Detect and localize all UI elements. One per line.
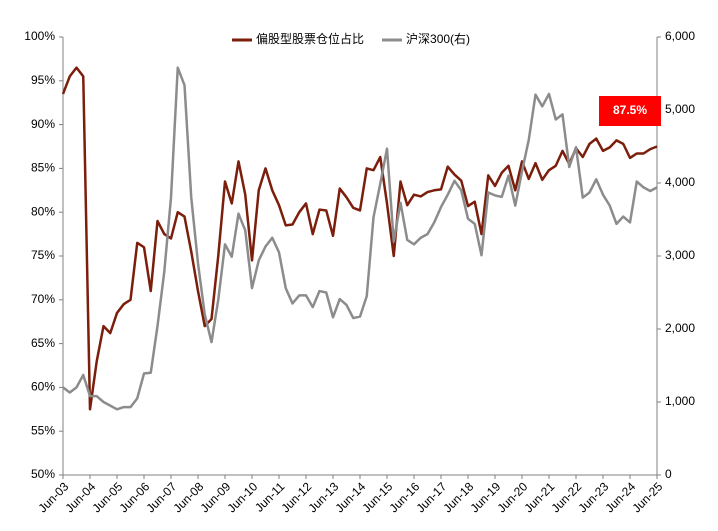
y-tick-label: 55% [31, 423, 55, 437]
series-line [62, 66, 658, 411]
x-tick-label: Jun-25 [630, 479, 666, 515]
value-label: 87.5% [613, 103, 647, 117]
y2-tick-label: 1,000 [665, 394, 695, 408]
y2-tick-label: 0 [665, 467, 672, 481]
y2-tick-label: 6,000 [665, 29, 695, 43]
y-tick-label: 70% [31, 292, 55, 306]
series-line [61, 66, 658, 411]
x-tick-label: Jun-10 [225, 479, 261, 515]
y-tick-label: 50% [31, 467, 55, 481]
legend-label: 偏股型股票仓位占比 [256, 31, 364, 46]
y-tick-label: 80% [31, 204, 55, 218]
value-label-box [599, 96, 661, 126]
y-tick-label: 65% [31, 336, 55, 350]
legend-label: 沪深300(右) [406, 31, 470, 46]
y-tick-label: 95% [31, 73, 55, 87]
y-tick-label: 100% [24, 29, 55, 43]
y2-tick-label: 3,000 [665, 248, 695, 262]
y-tick-label: 90% [31, 117, 55, 131]
y-tick-label: 60% [31, 380, 55, 394]
y-tick-label: 85% [31, 161, 55, 175]
y-tick-label: 75% [31, 248, 55, 262]
y2-tick-label: 4,000 [665, 175, 695, 189]
y2-tick-label: 2,000 [665, 321, 695, 335]
y2-tick-label: 5,000 [665, 102, 695, 116]
